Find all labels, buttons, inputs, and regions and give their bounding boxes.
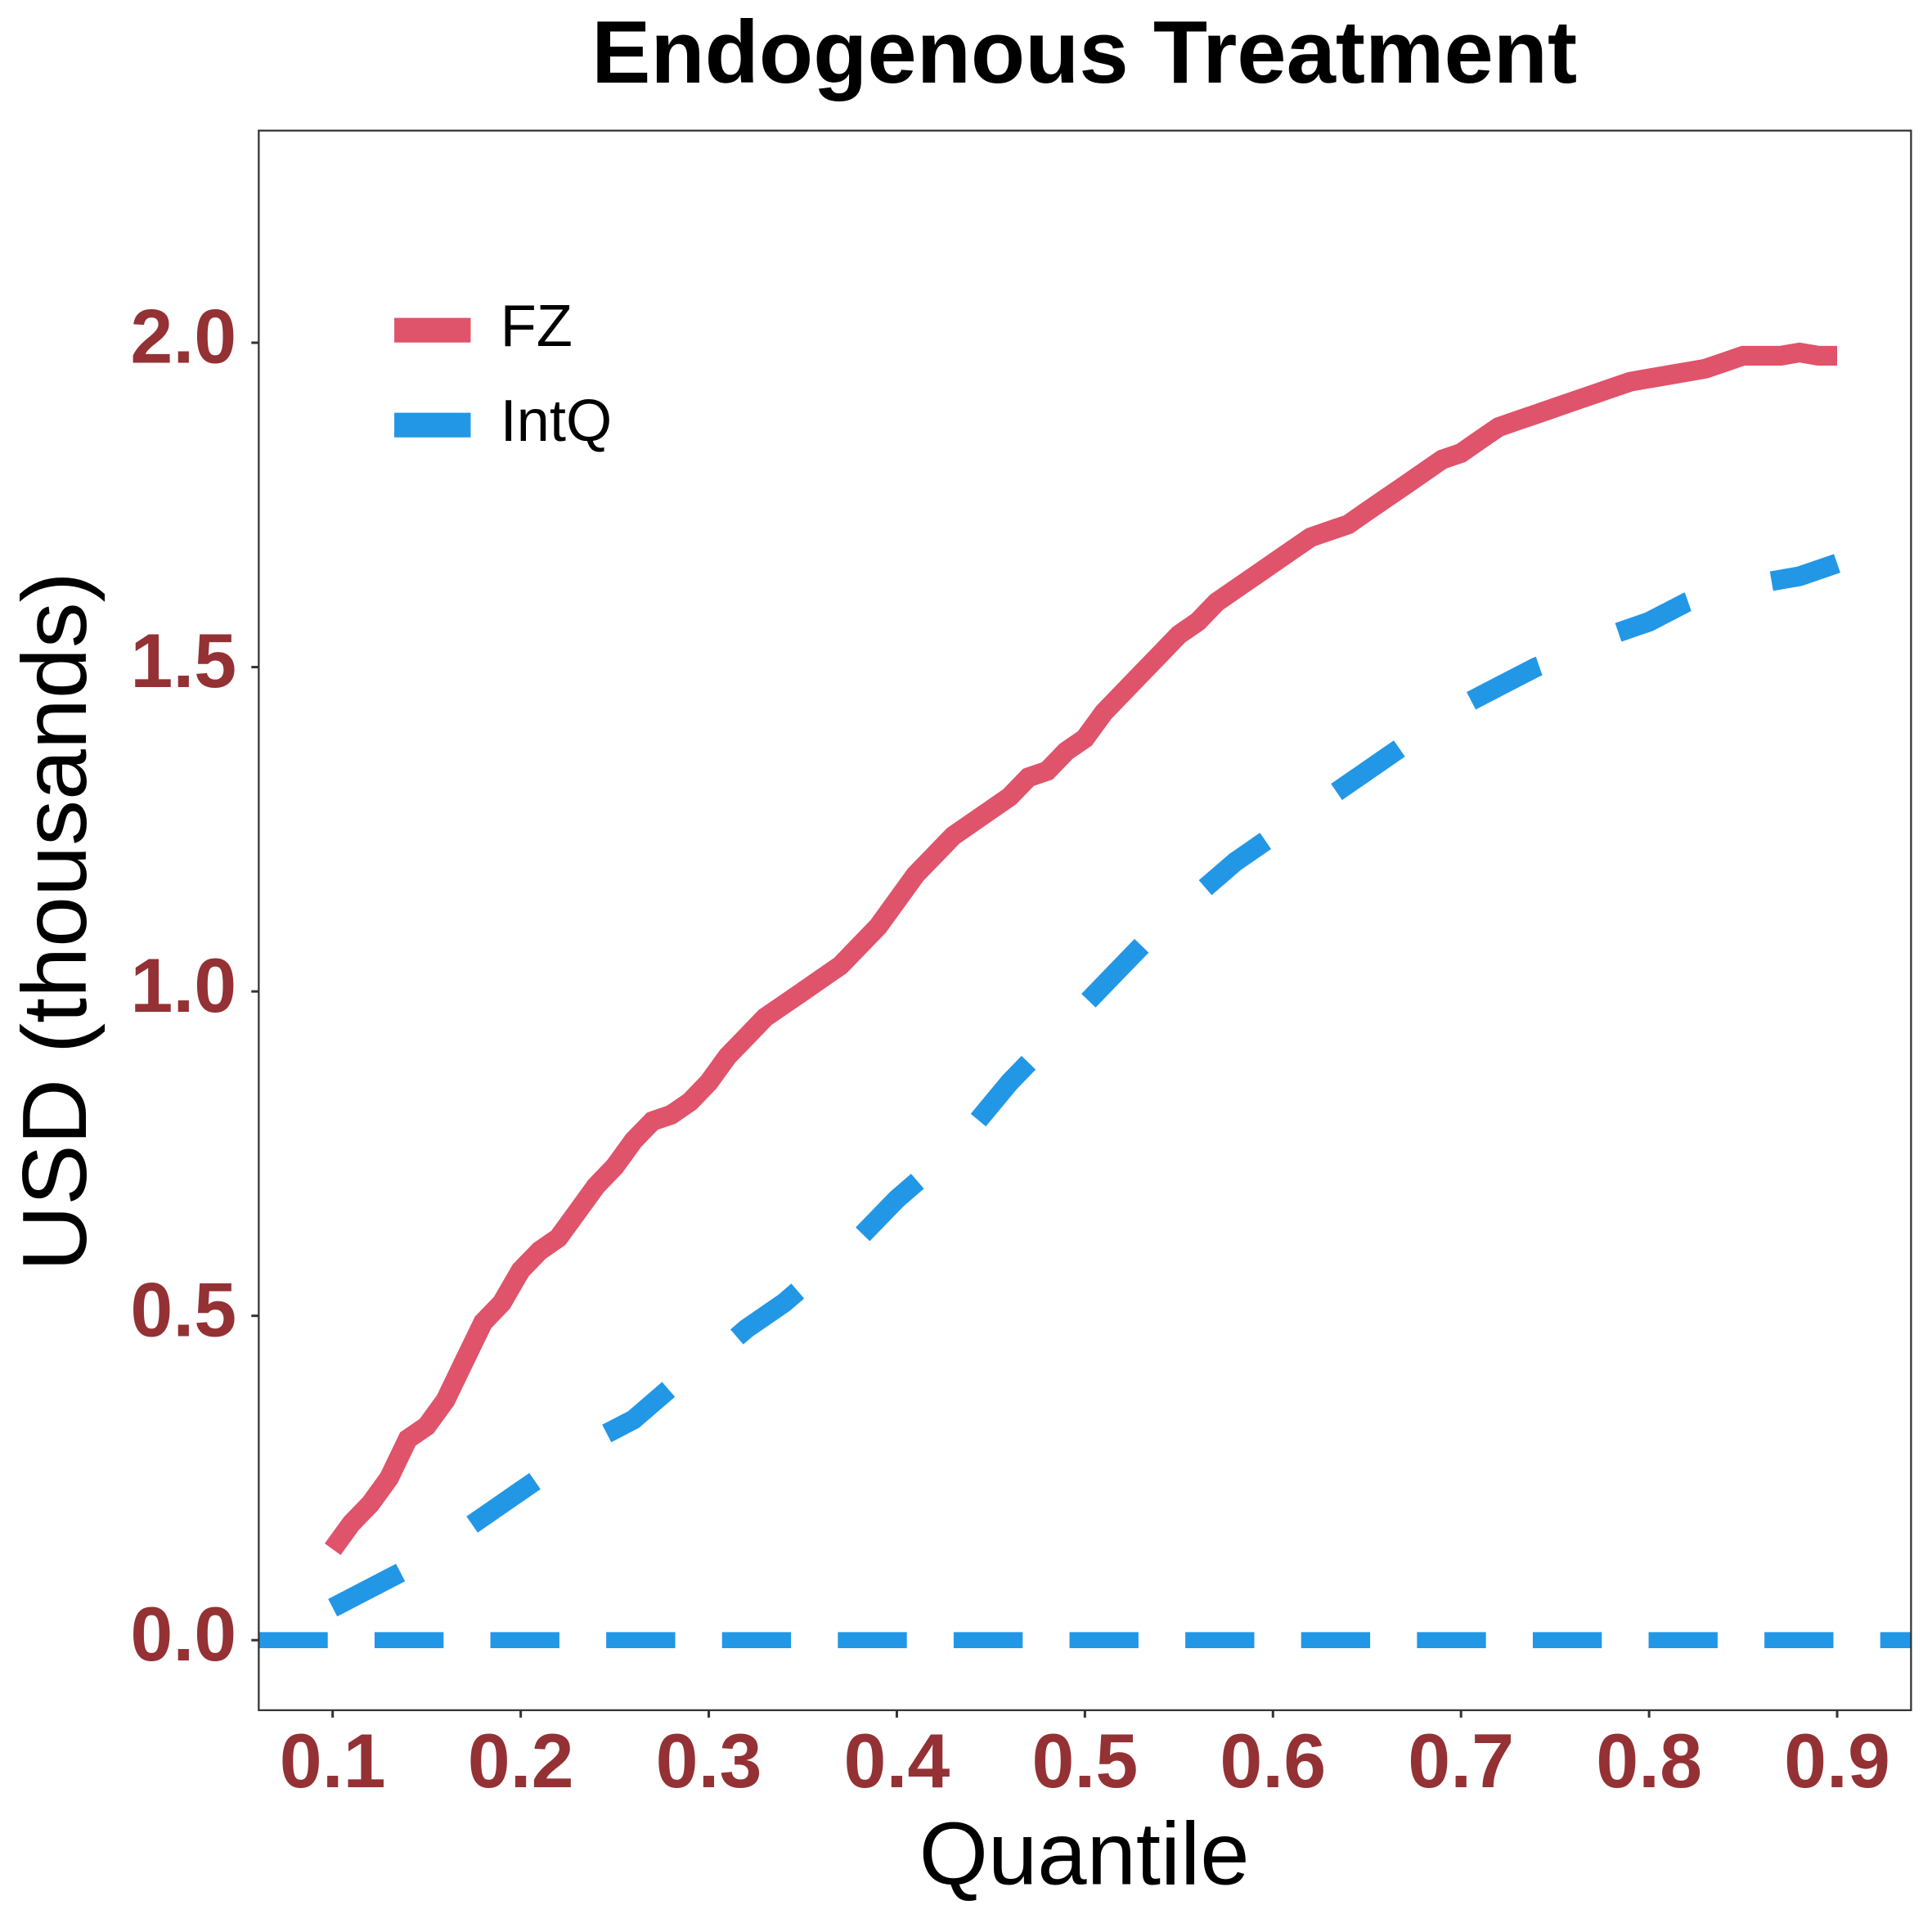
x-axis-label: Quantile [919,1804,1250,1903]
x-tick-label: 0.2 [468,1718,574,1804]
legend-label: IntQ [501,389,613,454]
x-tick-label: 0.5 [1031,1718,1138,1804]
y-tick-label: 1.5 [130,618,236,703]
y-axis-label: USD (thousands) [3,572,106,1271]
x-tick-label: 0.3 [656,1718,762,1804]
y-tick-label: 1.0 [130,942,236,1028]
chart-title: Endogenous Treatment [591,2,1577,101]
y-tick-label: 2.0 [130,294,236,380]
x-tick-label: 0.7 [1408,1718,1514,1804]
y-tick-label: 0.0 [130,1591,236,1677]
y-tick-label: 0.5 [130,1266,236,1352]
x-tick-label: 0.4 [844,1718,950,1804]
x-tick-label: 0.8 [1596,1718,1702,1804]
plot-frame [258,129,1912,1711]
x-tick-label: 0.6 [1220,1718,1326,1804]
x-tick-label: 0.1 [280,1718,386,1804]
x-tick-label: 0.9 [1784,1718,1890,1804]
legend-label: FZ [501,294,573,359]
series-line [324,342,1838,1556]
